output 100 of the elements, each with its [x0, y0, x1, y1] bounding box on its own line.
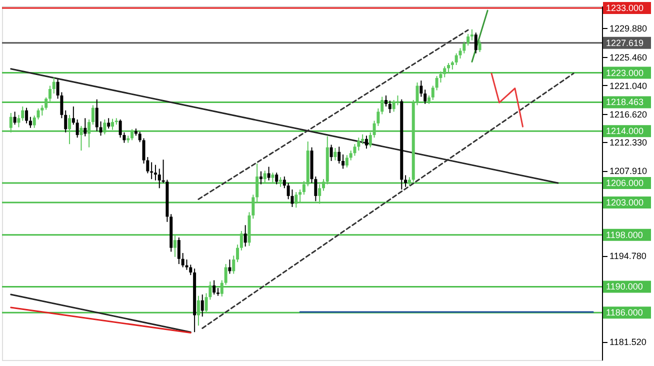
candlestick	[189, 264, 192, 276]
y-tick-label: 1212.330	[610, 137, 648, 148]
candlestick	[294, 192, 298, 208]
candlestick	[318, 184, 322, 204]
candlestick	[353, 144, 356, 156]
y-tick-label: 1207.910	[610, 166, 648, 176]
candlestick	[72, 106, 75, 126]
candlestick	[384, 94, 388, 107]
ref-line-label: 1214.000	[606, 126, 644, 136]
candlestick	[177, 236, 180, 265]
ref-line-label: 1218.463	[606, 97, 644, 108]
candlestick	[271, 172, 274, 184]
candlestick	[322, 178, 325, 192]
candlestick	[9, 112, 12, 133]
candlestick	[48, 85, 52, 102]
candlestick	[130, 128, 134, 141]
candlestick	[470, 28, 474, 41]
candlestick	[236, 244, 240, 263]
candlestick	[21, 106, 24, 122]
candlestick	[40, 104, 44, 116]
ref-line-label: 1198.000	[606, 230, 643, 240]
candlestick	[181, 252, 184, 268]
candlestick	[361, 134, 364, 145]
line-series	[490, 72, 524, 128]
candlestick	[32, 115, 36, 128]
candlestick	[76, 118, 79, 138]
candlestick	[466, 33, 470, 46]
candlestick	[263, 170, 266, 184]
candlestick	[392, 100, 396, 112]
candlestick	[17, 114, 20, 128]
candlestick	[364, 135, 368, 150]
candlestick	[474, 32, 478, 54]
candlestick	[334, 147, 337, 161]
candlestick	[424, 89, 427, 104]
candlestick	[404, 174, 408, 188]
ref-line-label: 1227.619	[606, 38, 644, 48]
ref-line-label: 1203.000	[606, 197, 644, 208]
candlestick	[68, 114, 72, 145]
candlestick	[91, 104, 94, 126]
candlestick	[443, 66, 446, 78]
candlestick	[368, 132, 372, 148]
y-tick-label: 1225.460	[610, 52, 648, 62]
candlestick	[158, 168, 161, 189]
candlestick	[28, 116, 32, 128]
candlestick	[174, 234, 177, 258]
y-tick-label: 1221.040	[610, 80, 648, 91]
candlestick	[259, 170, 262, 185]
candlestick	[302, 180, 306, 196]
y-tick-label: 1181.520	[610, 337, 646, 348]
candlestick	[431, 85, 434, 101]
candlestick	[36, 108, 40, 120]
candlestick	[298, 188, 302, 203]
candlestick	[256, 163, 259, 203]
candlestick	[200, 294, 204, 318]
candlestick	[25, 107, 28, 124]
candlestick	[110, 118, 114, 130]
candlestick	[435, 76, 438, 91]
candlestick	[240, 230, 243, 251]
ref-line-label: 1186.000	[606, 308, 643, 318]
candlestick	[275, 172, 278, 185]
candlestick	[447, 62, 450, 74]
candlestick	[220, 280, 224, 297]
candlestick	[80, 125, 83, 152]
candlestick	[420, 80, 423, 98]
candlestick	[478, 40, 482, 53]
candlestick	[282, 176, 286, 189]
candlestick	[338, 146, 341, 164]
candlestick	[64, 110, 68, 133]
ref-line-label: 1206.000	[606, 178, 644, 188]
candlestick	[224, 264, 228, 286]
ref-line-label: 1223.000	[606, 68, 644, 78]
ref-line-label: 1233.000	[606, 2, 644, 13]
candlestick	[13, 111, 16, 126]
candlestick	[232, 255, 236, 274]
candlestick	[88, 118, 91, 148]
candlestick	[196, 295, 200, 326]
candlestick	[380, 96, 384, 115]
candlestick	[342, 154, 345, 170]
candlestick	[462, 41, 466, 54]
candlestick	[138, 131, 142, 143]
ref-line-label: 1190.000	[606, 282, 643, 292]
candlestick	[357, 137, 360, 152]
y-tick-label: 1194.780	[610, 251, 646, 262]
candlestick	[84, 118, 87, 137]
candlestick	[244, 224, 247, 248]
candlestick	[345, 154, 348, 168]
y-tick-label: 1216.620	[610, 110, 648, 120]
candlestick	[44, 96, 48, 110]
candlestick	[95, 98, 98, 132]
candlestick	[330, 144, 333, 162]
y-tick-label: 1229.880	[610, 24, 648, 34]
candlestick	[212, 280, 216, 296]
candlestick	[103, 118, 106, 135]
candlestick	[416, 82, 419, 106]
candlestick	[52, 76, 56, 94]
candlestick	[154, 164, 157, 181]
candlestick	[107, 118, 110, 130]
candlestick	[388, 100, 392, 114]
candlestick	[99, 120, 102, 136]
candlestick	[267, 166, 270, 181]
